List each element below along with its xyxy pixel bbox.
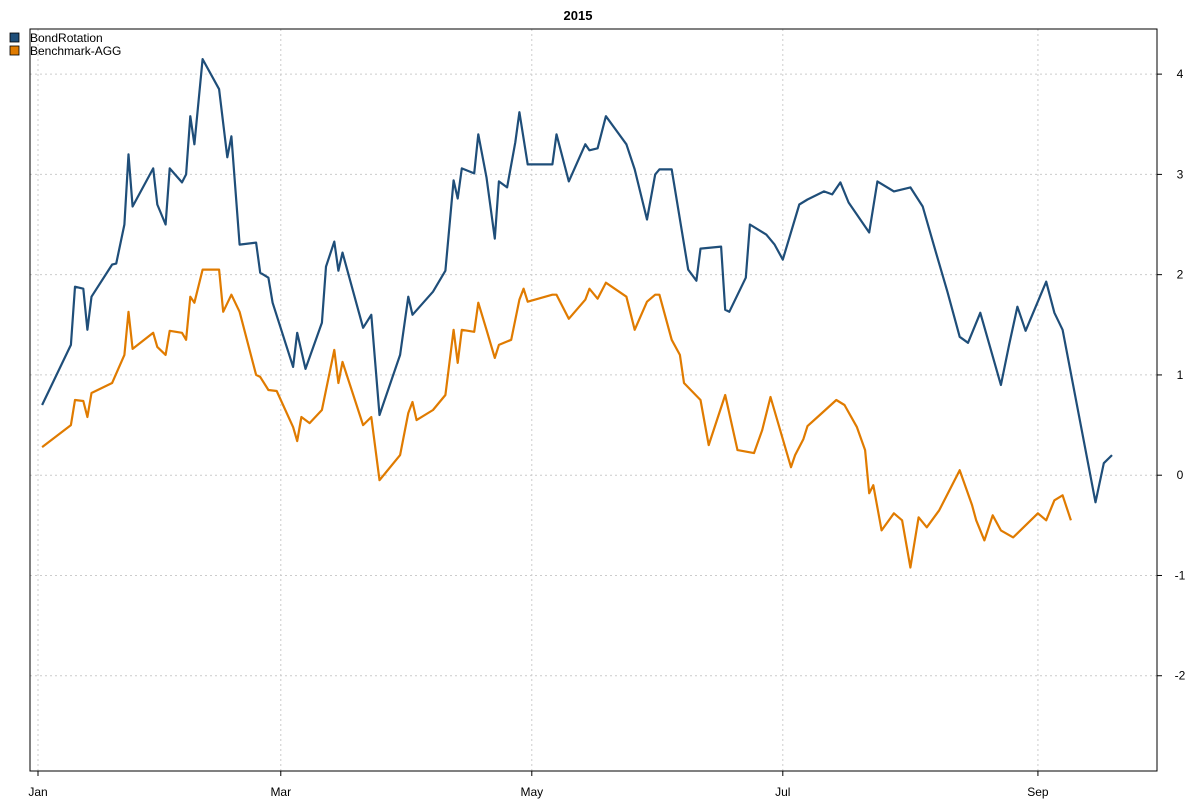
series-line-benchmark-agg: [41, 268, 1072, 569]
y-tick-label: 3: [1177, 167, 1184, 181]
series-line-bondrotation: [41, 58, 1113, 504]
y-tick-label: -1: [1175, 568, 1186, 582]
y-tick-label: 2: [1177, 268, 1184, 282]
x-tick-label: Jul: [775, 785, 790, 799]
legend-swatch: [9, 32, 20, 43]
x-tick-label: Jan: [28, 785, 47, 799]
series-lines: [41, 58, 1113, 569]
legend-label: BondRotation: [30, 31, 103, 45]
x-tick-label: Sep: [1027, 785, 1049, 799]
y-tick-label: 1: [1177, 368, 1184, 382]
plot-frame: [29, 28, 1158, 772]
chart-title: 2015: [564, 8, 593, 23]
grid-lines: [30, 29, 1157, 771]
legend-label: Benchmark-AGG: [30, 44, 121, 58]
y-tick-label: 0: [1177, 468, 1184, 482]
x-tick-label: May: [520, 785, 543, 799]
legend-swatch: [9, 45, 20, 56]
x-tick-label: Mar: [270, 785, 291, 799]
y-tick-label: 4: [1177, 67, 1184, 81]
x-axis: Jan Mar May Jul Sep: [28, 771, 1049, 799]
y-axis: -2 -1 0 1 2 3 4: [1157, 67, 1186, 683]
y-tick-label: -2: [1175, 669, 1186, 683]
